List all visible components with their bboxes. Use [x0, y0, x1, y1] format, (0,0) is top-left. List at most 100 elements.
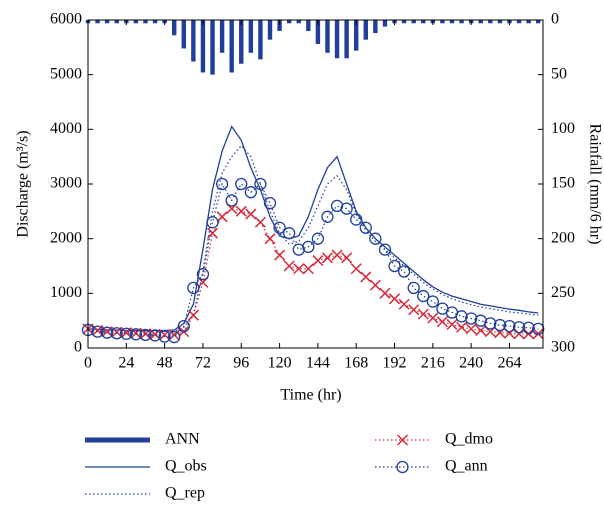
rain-bar: [286, 20, 292, 24]
rain-bar: [478, 20, 483, 24]
circle-marker: [244, 186, 257, 199]
circle-marker: [225, 194, 238, 207]
y2-tick-label: 150: [551, 175, 575, 192]
x-marker: [274, 249, 286, 261]
circle-marker: [215, 177, 229, 191]
x-marker: [360, 271, 372, 283]
y2-axis-label: Rainfall (mm/6 hr): [586, 124, 603, 245]
circle-marker: [263, 196, 277, 210]
rain-bar: [181, 20, 186, 49]
rain-bar: [516, 20, 522, 24]
rain-bar: [172, 20, 177, 36]
circle-marker: [120, 327, 133, 340]
series-line: [87, 125, 539, 332]
y-tick-label: 6000: [50, 11, 82, 28]
x-marker: [446, 318, 458, 331]
rain-bar: [497, 20, 503, 24]
x-marker: [302, 263, 314, 275]
x-marker: [321, 252, 334, 264]
x-marker: [350, 263, 362, 275]
x-marker: [254, 216, 266, 228]
rain-bar: [114, 20, 119, 24]
x-marker: [475, 324, 487, 337]
circle-marker: [91, 325, 104, 338]
circle-marker: [484, 317, 497, 330]
circle-marker: [493, 318, 507, 332]
circle-marker: [359, 221, 372, 234]
circle-marker: [273, 221, 286, 234]
rain-bar: [296, 20, 301, 24]
circle-marker: [283, 227, 296, 240]
circle-marker: [512, 321, 526, 334]
circle-marker: [235, 177, 248, 191]
x-marker: [369, 279, 381, 291]
x-marker: [456, 321, 468, 333]
rain-bar: [210, 20, 215, 75]
rain-bar: [411, 20, 416, 24]
circle-marker: [148, 329, 162, 342]
circle-marker: [110, 327, 123, 340]
x-marker: [168, 329, 180, 341]
rain-bar: [401, 20, 407, 24]
rain-bar: [440, 20, 445, 24]
x-marker: [206, 227, 219, 239]
circle-marker: [532, 322, 545, 336]
legend-label: Q_obs: [165, 458, 207, 475]
rain-bar: [382, 20, 388, 27]
circle-marker: [417, 289, 430, 303]
y-axis-label: Discharge (m³/s): [15, 130, 32, 237]
rain-bar: [354, 20, 359, 51]
circle-marker: [350, 213, 363, 226]
rain-bar: [536, 20, 541, 24]
x-tick-label: 0: [84, 355, 92, 372]
rain-bar: [363, 20, 368, 40]
x-marker: [408, 304, 420, 316]
rain-bar: [334, 20, 340, 59]
circle-marker: [522, 321, 535, 334]
x-marker: [312, 255, 324, 267]
x-tick-label: 96: [233, 355, 249, 372]
legend-label: ANN: [165, 431, 200, 448]
x-marker: [293, 263, 305, 275]
circle-marker: [321, 210, 334, 223]
rain-bar: [152, 20, 158, 24]
x-tick-label: 120: [268, 355, 292, 372]
circle-marker: [407, 281, 420, 295]
circle-marker: [101, 326, 114, 339]
y-tick-label: 2000: [50, 229, 82, 246]
legend-marker: [396, 434, 409, 446]
circle-marker: [340, 202, 353, 215]
rain-bar: [229, 20, 234, 73]
series-line: [87, 182, 539, 338]
circle-marker: [129, 328, 143, 341]
circle-marker: [503, 319, 516, 333]
x-marker: [417, 308, 429, 320]
x-tick-label: 48: [157, 355, 173, 372]
y2-tick-label: 50: [551, 65, 567, 82]
rain-bar: [104, 20, 110, 24]
x-tick-label: 264: [497, 355, 521, 372]
rain-bar: [200, 20, 206, 73]
series-line: [87, 207, 539, 336]
legend-swatch: [85, 437, 150, 443]
circle-marker: [158, 330, 171, 343]
y2-tick-label: 250: [551, 284, 575, 301]
rain-bar: [239, 20, 244, 64]
rain-bar: [143, 20, 148, 24]
rain-bar: [325, 20, 330, 53]
circle-marker: [187, 281, 200, 295]
y-tick-label: 4000: [50, 120, 82, 137]
x-axis-label: Time (hr): [280, 387, 341, 404]
circle-marker: [168, 330, 181, 344]
rain-bar: [373, 20, 378, 34]
x-tick-label: 144: [306, 355, 330, 372]
circle-marker: [426, 295, 439, 308]
rain-bar: [95, 20, 100, 24]
rain-bar: [258, 20, 263, 60]
x-tick-label: 216: [421, 355, 445, 372]
circle-marker: [177, 319, 190, 333]
x-marker: [465, 323, 477, 335]
x-marker: [187, 309, 199, 321]
x-tick-label: 168: [344, 355, 368, 372]
